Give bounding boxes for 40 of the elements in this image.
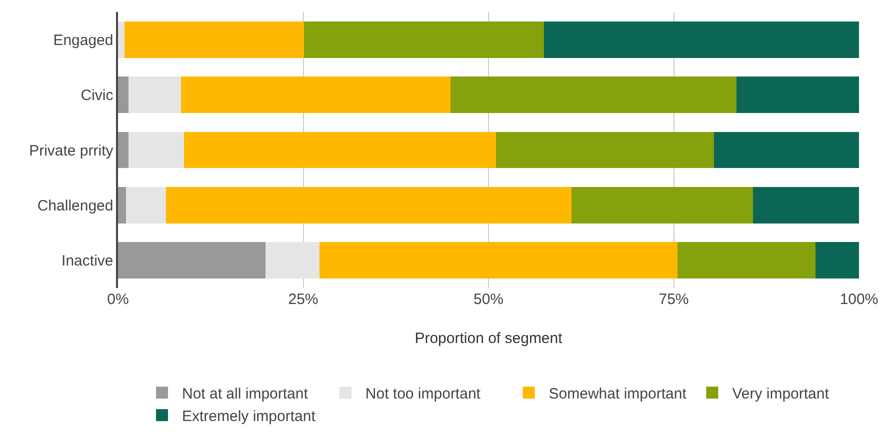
legend-label: Not too important [365,385,482,402]
bar [118,76,128,114]
x-tick-label: 75% [658,291,689,308]
x-tick-label: 0% [107,291,129,308]
legend-label: Not at all important [182,385,309,402]
bar [304,21,544,58]
x-tick-label: 100% [840,291,878,308]
bar [166,186,572,224]
bar [320,242,678,279]
y-tick-label: Inactive [62,252,114,270]
x-axis-title: Proportion of segment [414,330,564,347]
legend-label: Extremely important [182,408,316,425]
bar [544,21,859,58]
y-tick-label: Engaged [53,32,114,49]
bar [180,76,451,114]
y-tick-label: Challenged [37,197,114,214]
bar [118,132,128,168]
bar [184,132,496,168]
x-tick-label: 50% [473,291,504,308]
bar [677,242,816,279]
y-tick-label: Civic [80,87,114,104]
bar [571,186,754,224]
legend-label: Somewhat important [548,385,688,402]
bar [128,132,184,168]
bar [265,242,320,279]
bar [118,242,266,279]
bar [496,132,714,168]
bar [124,21,304,58]
bar [128,76,181,114]
bar [126,186,166,224]
bar [450,76,737,114]
x-tick-label: 25% [288,291,318,308]
y-tick-label: Private prrity [29,142,114,160]
bar [118,21,125,58]
bar [714,132,859,168]
bar [118,186,126,224]
legend-label: Very important [732,385,830,402]
bar [815,242,859,279]
bar [753,186,859,224]
bar [736,76,859,114]
